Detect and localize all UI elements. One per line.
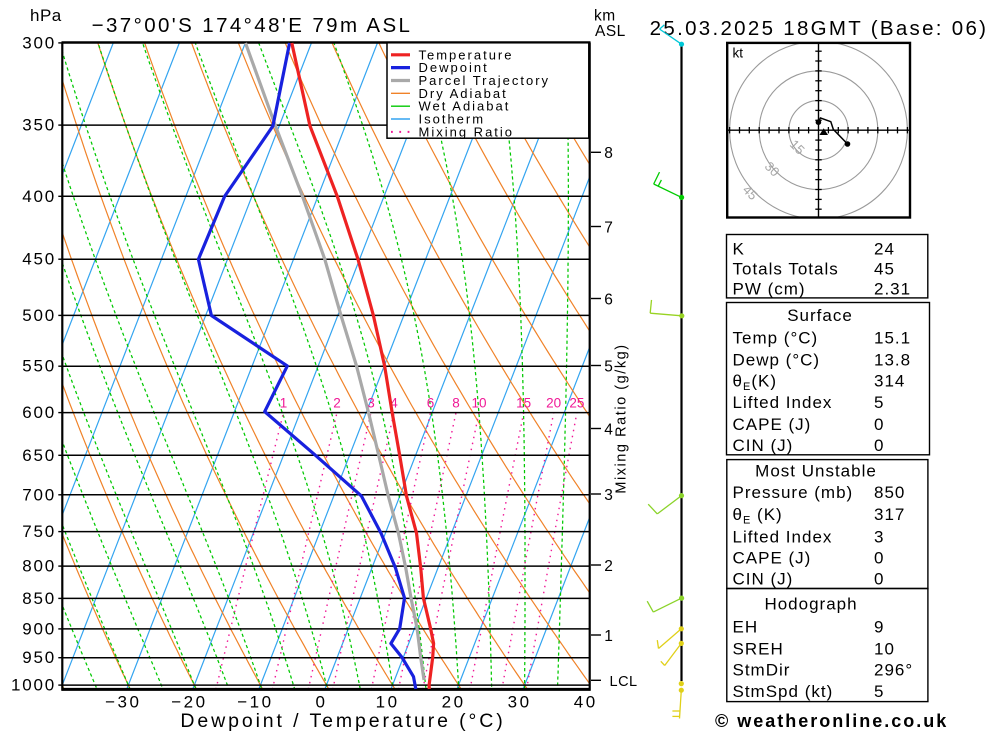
svg-text:hPa: hPa [30,6,62,25]
svg-text:2.31: 2.31 [874,280,911,299]
svg-text:Pressure (mb): Pressure (mb) [733,483,854,502]
svg-text:Dewpoint / Temperature (°C): Dewpoint / Temperature (°C) [180,710,505,732]
svg-text:8: 8 [452,396,460,411]
svg-text:Lifted Index: Lifted Index [733,528,833,547]
svg-text:3: 3 [367,396,375,411]
svg-text:θE(K): θE(K) [733,371,777,393]
svg-text:10: 10 [471,396,486,411]
svg-text:5: 5 [874,393,884,412]
svg-text:1000: 1000 [11,676,56,695]
svg-text:900: 900 [22,619,56,638]
svg-text:3: 3 [604,487,613,504]
svg-text:kt: kt [733,45,744,60]
svg-text:CAPE (J): CAPE (J) [733,415,812,434]
svg-text:800: 800 [22,557,56,576]
svg-text:Dewp (°C): Dewp (°C) [733,351,821,370]
svg-text:314: 314 [874,371,905,390]
svg-text:−10: −10 [237,693,273,712]
svg-text:45: 45 [874,259,895,278]
svg-text:350: 350 [22,116,56,135]
svg-text:StmDir: StmDir [733,660,791,679]
svg-text:Surface: Surface [787,306,853,325]
svg-text:1: 1 [280,396,288,411]
svg-text:20: 20 [546,396,561,411]
svg-text:Lifted Index: Lifted Index [733,393,833,412]
svg-text:Temperature: Temperature [419,47,514,62]
svg-text:Dry Adiabat: Dry Adiabat [419,86,508,101]
svg-text:400: 400 [22,187,56,206]
svg-text:CIN (J): CIN (J) [733,569,794,588]
svg-text:StmSpd (kt): StmSpd (kt) [733,682,834,701]
svg-text:5: 5 [874,682,884,701]
svg-text:−20: −20 [171,693,207,712]
svg-text:20: 20 [442,693,466,712]
svg-text:SREH: SREH [733,639,784,658]
svg-text:0: 0 [874,569,884,588]
svg-text:LCL: LCL [610,674,638,690]
svg-text:9: 9 [874,617,884,636]
svg-text:Most Unstable: Most Unstable [755,462,877,481]
svg-text:850: 850 [874,483,905,502]
svg-text:km: km [594,8,616,25]
svg-text:0: 0 [874,415,884,434]
svg-text:−37°00'S 174°48'E 79m ASL: −37°00'S 174°48'E 79m ASL [92,14,413,37]
svg-text:25.03.2025 18GMT (Base: 06): 25.03.2025 18GMT (Base: 06) [650,17,989,40]
svg-text:13.8: 13.8 [874,351,911,370]
svg-text:600: 600 [22,403,56,422]
svg-text:0: 0 [874,548,884,567]
svg-text:−30: −30 [105,693,141,712]
svg-text:Dewpoint: Dewpoint [419,60,489,75]
svg-text:4: 4 [604,421,613,438]
svg-text:Hodograph: Hodograph [764,595,857,614]
svg-text:750: 750 [22,522,56,541]
svg-text:850: 850 [22,589,56,608]
svg-text:317: 317 [874,505,905,524]
svg-text:4: 4 [390,396,398,411]
svg-text:θE (K): θE (K) [733,505,783,527]
svg-text:25: 25 [569,396,584,411]
svg-text:2: 2 [604,558,613,575]
svg-text:0: 0 [316,693,328,712]
svg-text:6: 6 [604,291,613,308]
svg-text:Parcel Trajectory: Parcel Trajectory [419,73,551,88]
svg-text:5: 5 [604,358,613,375]
svg-text:Isotherm: Isotherm [419,112,486,127]
svg-text:CIN (J): CIN (J) [733,436,794,455]
svg-text:CAPE (J): CAPE (J) [733,548,812,567]
svg-text:300: 300 [22,33,56,52]
svg-text:30: 30 [508,693,532,712]
svg-text:7: 7 [604,219,613,236]
svg-text:950: 950 [22,648,56,667]
svg-text:550: 550 [22,357,56,376]
svg-text:PW (cm): PW (cm) [733,280,806,299]
svg-text:650: 650 [22,446,56,465]
svg-text:10: 10 [376,693,400,712]
svg-text:Temp (°C): Temp (°C) [733,329,819,348]
svg-text:Mixing Ratio: Mixing Ratio [419,124,515,139]
svg-text:0: 0 [874,436,884,455]
svg-text:450: 450 [22,250,56,269]
svg-text:6: 6 [427,396,435,411]
svg-text:ASL: ASL [595,23,626,40]
svg-text:24: 24 [874,239,895,258]
svg-text:500: 500 [22,306,56,325]
svg-text:15: 15 [516,396,531,411]
svg-text:700: 700 [22,485,56,504]
svg-text:Mixing Ratio (g/kg): Mixing Ratio (g/kg) [614,343,630,493]
svg-text:EH: EH [733,617,759,636]
svg-text:K: K [733,239,745,258]
svg-text:296°: 296° [874,660,913,679]
svg-text:Totals Totals: Totals Totals [733,259,839,278]
svg-text:1: 1 [604,628,613,645]
svg-text:40: 40 [574,693,598,712]
svg-text:15.1: 15.1 [874,329,911,348]
svg-text:3: 3 [874,528,884,547]
svg-text:Wet Adiabat: Wet Adiabat [419,99,511,114]
svg-text:8: 8 [604,145,613,162]
svg-text:2: 2 [333,396,341,411]
svg-text:10: 10 [874,639,895,658]
svg-text:© weatheronline.co.uk: © weatheronline.co.uk [715,711,948,731]
